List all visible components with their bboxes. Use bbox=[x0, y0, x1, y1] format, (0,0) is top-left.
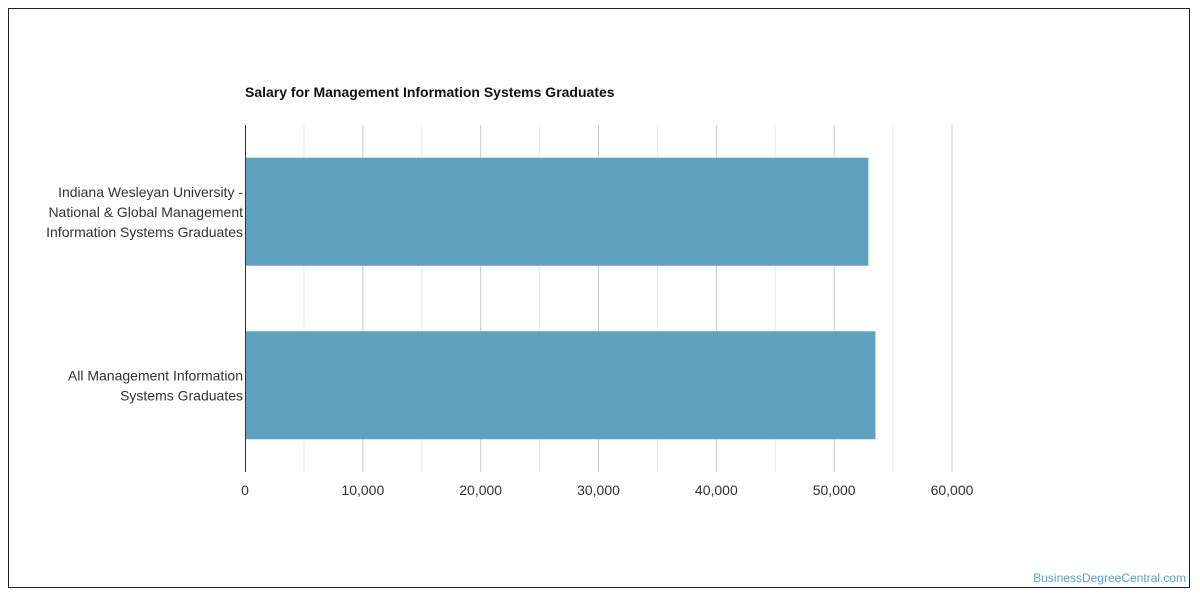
x-tick-label: 30,000 bbox=[577, 482, 620, 498]
x-tick-label: 10,000 bbox=[341, 482, 384, 498]
category-label: Indiana Wesleyan University - bbox=[58, 184, 243, 200]
watermark-link[interactable]: BusinessDegreeCentral.com bbox=[1033, 571, 1186, 585]
bars bbox=[245, 157, 876, 440]
x-tick-label: 0 bbox=[241, 482, 249, 498]
x-tick-labels: 0 10,000 20,000 30,000 40,000 50,000 60,000 bbox=[241, 482, 974, 498]
x-tick-label: 20,000 bbox=[459, 482, 502, 498]
category-label: Information Systems Graduates bbox=[46, 224, 243, 240]
x-tick-label: 60,000 bbox=[931, 482, 974, 498]
category-label: All Management Information bbox=[68, 367, 243, 383]
category-labels: Indiana Wesleyan University - National & … bbox=[46, 184, 243, 404]
category-label: National & Global Management bbox=[48, 204, 243, 220]
x-tick-label: 40,000 bbox=[695, 482, 738, 498]
category-label: Systems Graduates bbox=[120, 387, 243, 403]
bar[interactable] bbox=[245, 331, 876, 440]
bar[interactable] bbox=[245, 157, 869, 266]
chart-title: Salary for Management Information System… bbox=[245, 84, 615, 100]
x-tick-label: 50,000 bbox=[813, 482, 856, 498]
